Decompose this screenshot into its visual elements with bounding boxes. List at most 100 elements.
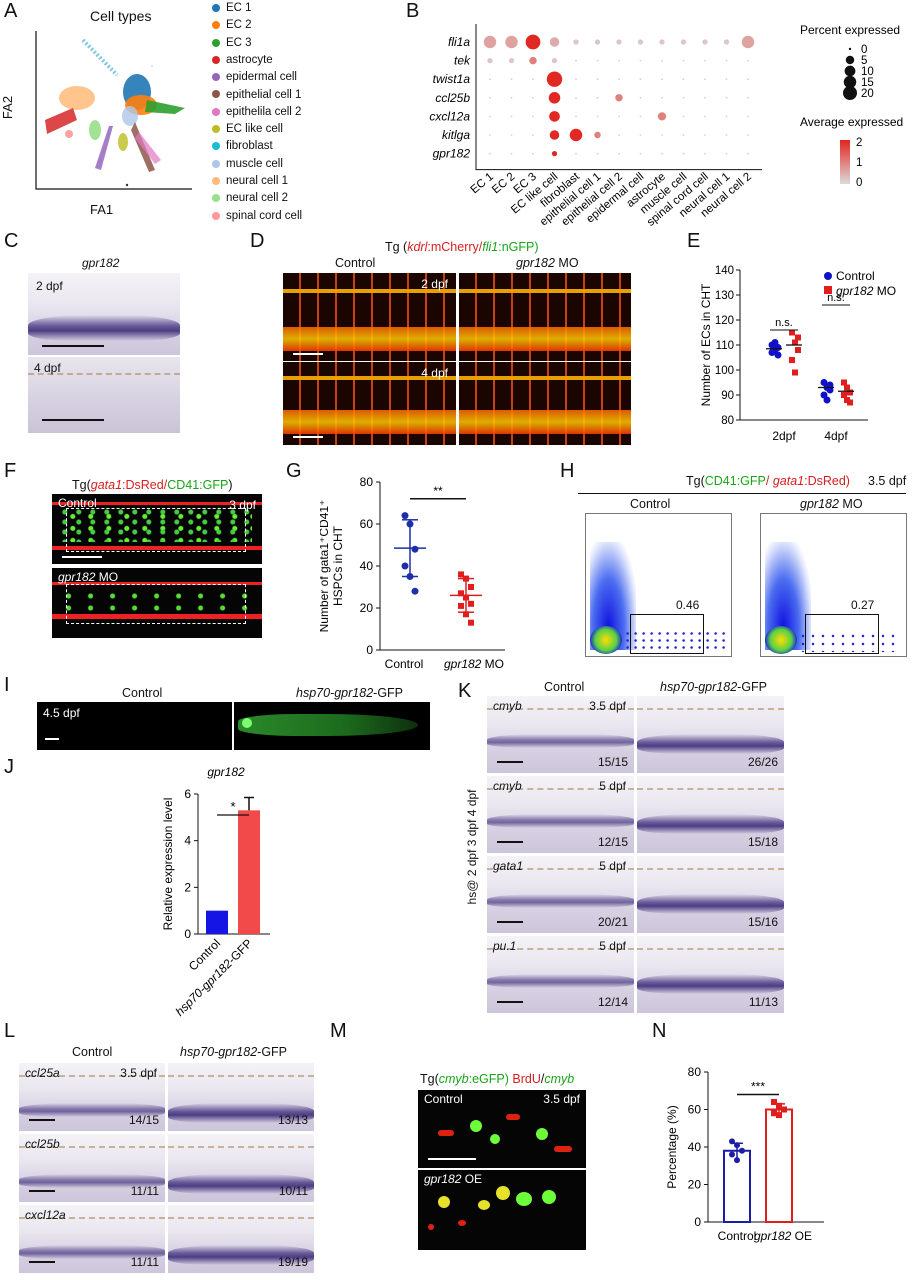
panel-e-legend-mo-marker: [824, 286, 832, 294]
panel-n-bar: [765, 1108, 793, 1223]
panel-b-dot: [549, 37, 560, 47]
panel-f-image-mo: gpr182 MO: [52, 568, 262, 638]
panel-l-ish-stain: [19, 1103, 165, 1117]
panel-b-size-legend-dot: [845, 55, 855, 65]
panel-g-xtick-control: Control: [385, 657, 424, 671]
panel-c-ish-2dpf: 2 dpf: [28, 273, 180, 355]
panel-e-ytick-label: 120: [715, 315, 734, 327]
panel-a-legend-label: epithelial cell 1: [226, 88, 302, 101]
panel-l-ish-notochord: [19, 1075, 165, 1077]
panel-a-legend-label: fibroblast: [226, 140, 273, 153]
panel-i-image-control: 4.5 dpf: [37, 702, 232, 750]
panel-g-point-control: [411, 587, 419, 595]
panel-g-ytick-label: 0: [366, 643, 373, 657]
panel-m-image-control: Control 3.5 dpf: [418, 1090, 586, 1168]
panel-k-ish-stain: [637, 814, 784, 834]
panel-c-scalebar-2: [42, 419, 104, 421]
panel-a-legend-item: fibroblast: [212, 140, 273, 152]
panel-l-label: L: [4, 1020, 16, 1042]
panel-b-dot: [682, 152, 685, 155]
panel-b-dot: [548, 92, 561, 104]
panel-g-ylabel-1: Number of gata1⁺CD41⁺: [320, 500, 331, 633]
panel-b-dot: [682, 78, 685, 81]
panel-l-gene-label: cxcl12a: [25, 1208, 66, 1222]
panel-f-scalebar: [62, 556, 102, 558]
panel-n-ytick-label: 0: [694, 1215, 701, 1229]
panel-e-ns-label: n.s.: [775, 317, 793, 329]
panel-g-point-mo: [458, 602, 464, 609]
panel-n-point-oe: [771, 1099, 777, 1105]
panel-l-ish-notochord: [19, 1217, 165, 1219]
panel-b-size-legend-label: 0: [861, 44, 867, 56]
panel-b-gene-label: kitlga: [442, 128, 470, 142]
panel-b-dot: [508, 57, 515, 64]
panel-k-stage-label: 5 dpf: [599, 779, 626, 793]
panel-e-point-mo: [844, 384, 850, 391]
panel-k-ish-oe: 15/16: [637, 856, 784, 933]
panel-b-label: B: [406, 0, 420, 22]
panel-c-stage-2dpf: 2 dpf: [36, 279, 63, 293]
panel-b-dot: [575, 78, 577, 81]
panel-c-ish-4dpf: 4 dpf: [28, 357, 180, 433]
panel-j-bar: [206, 910, 228, 934]
panel-n-ytick-label: 20: [688, 1178, 702, 1192]
panel-b-dot: [510, 134, 513, 136]
panel-b-dot: [704, 59, 706, 62]
panel-k-ish-notochord: [487, 948, 634, 950]
panel-l-ish-stain: [19, 1245, 165, 1259]
panel-k-ratio-label: 15/15: [597, 755, 628, 769]
panel-h-pct-mo: 0.27: [851, 598, 875, 612]
panel-b-dot: [510, 96, 513, 99]
panel-b-dot: [596, 115, 599, 118]
panel-a-legend-label: astrocyte: [226, 53, 273, 66]
panel-d-scalebar: [293, 353, 323, 355]
panel-k-ish-notochord: [487, 868, 634, 870]
panel-d-stage-2dpf: 2 dpf: [421, 277, 448, 291]
panel-a-label: A: [4, 0, 18, 22]
panel-b-dot: [661, 134, 663, 136]
panel-k-label: K: [458, 680, 472, 702]
panel-a-legend-label: EC 2: [226, 19, 252, 32]
panel-j-ytick-label: 0: [184, 927, 191, 941]
panel-b-dot: [549, 130, 560, 140]
panel-b-dot: [529, 56, 537, 65]
panel-m-control: Control: [424, 1092, 463, 1106]
panel-j-ytick-label: 4: [184, 834, 191, 848]
panel-b-colorbar-label: 0: [856, 177, 862, 189]
panel-b-percent-title: Percent expressed: [800, 23, 900, 37]
panel-j-label: J: [4, 756, 14, 778]
panel-b-colorbar-label: 2: [856, 137, 862, 149]
panel-a-legend-label: epidermal cell: [226, 71, 297, 84]
panel-k-ish-notochord: [637, 708, 784, 710]
legend-dot-icon: [212, 194, 220, 203]
panel-e-legend-mo: gpr182 MO: [836, 284, 896, 298]
panel-b-dot: [682, 134, 685, 136]
panel-b-dot: [725, 59, 728, 62]
panel-d-scalebar-2: [293, 436, 323, 438]
panel-b-dot: [596, 59, 599, 62]
panel-k-control: Control: [544, 680, 585, 694]
panel-b-gene-label: twist1a: [433, 72, 471, 86]
panel-j-sig-label: *: [230, 799, 235, 814]
panel-a-legend-item: epidermal cell: [212, 71, 297, 83]
panel-k-scalebar: [497, 1001, 523, 1003]
panel-h-flow-mo: 0.27: [760, 513, 907, 657]
panel-e-legend-mo-gene: gpr182: [836, 284, 874, 298]
panel-g-point-control: [401, 512, 409, 520]
panel-b-dot: [594, 39, 601, 45]
panel-l-ish-notochord: [19, 1146, 165, 1148]
panel-c-label: C: [4, 230, 19, 252]
panel-k-scalebar: [497, 761, 523, 763]
panel-n-ytick-label: 80: [688, 1065, 702, 1079]
panel-k-stage-label: 5 dpf: [599, 939, 626, 953]
panel-d-image-control-4dpf: 4 dpf: [283, 362, 456, 445]
panel-n-xtick-oe-gene: gpr182: [754, 1229, 792, 1243]
panel-g-xtick-mo: gpr182 MO: [444, 657, 504, 671]
panel-i-oe: hsp70-gpr182-GFP: [296, 686, 404, 700]
panel-b-dot: [575, 115, 577, 118]
panel-b-dot: [747, 115, 749, 118]
panel-b-dot: [639, 115, 642, 118]
panel-n-chart: 0 20 40 60 80 Percentage (%) *** Controlgpr182 …: [665, 1065, 824, 1243]
